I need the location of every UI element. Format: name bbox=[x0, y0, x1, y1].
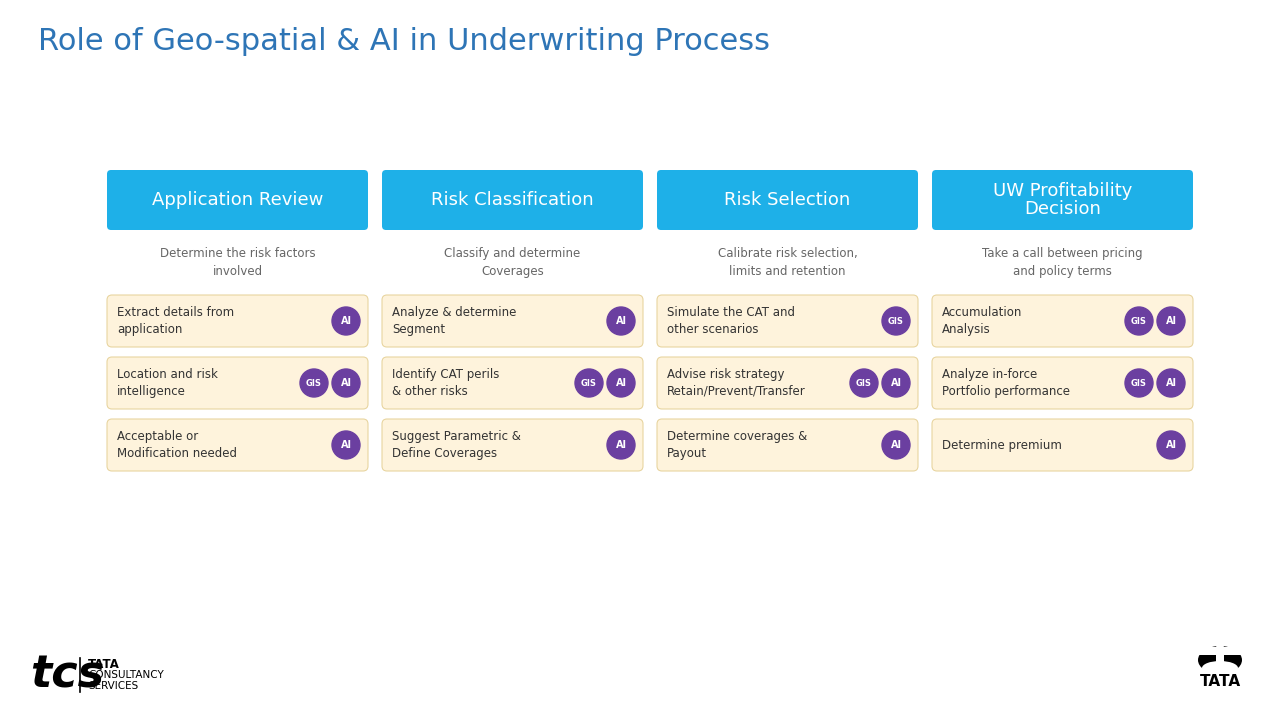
Text: Take a call between pricing
and policy terms: Take a call between pricing and policy t… bbox=[982, 247, 1143, 278]
FancyBboxPatch shape bbox=[108, 419, 369, 471]
Text: Risk Selection: Risk Selection bbox=[724, 191, 851, 209]
FancyBboxPatch shape bbox=[1216, 646, 1224, 672]
FancyBboxPatch shape bbox=[932, 170, 1193, 230]
Circle shape bbox=[1125, 307, 1153, 335]
Text: CONSULTANCY: CONSULTANCY bbox=[88, 670, 164, 680]
Ellipse shape bbox=[1198, 646, 1242, 674]
Text: Role of Geo-spatial & AI in Underwriting Process: Role of Geo-spatial & AI in Underwriting… bbox=[38, 27, 771, 56]
Text: GIS: GIS bbox=[856, 379, 872, 387]
Circle shape bbox=[332, 369, 360, 397]
Circle shape bbox=[1157, 431, 1185, 459]
Text: AI: AI bbox=[891, 378, 901, 388]
Text: AI: AI bbox=[340, 316, 352, 326]
Text: AI: AI bbox=[340, 378, 352, 388]
Text: GIS: GIS bbox=[306, 379, 323, 387]
Circle shape bbox=[1157, 307, 1185, 335]
Ellipse shape bbox=[1202, 661, 1238, 675]
Text: Analyze & determine
Segment: Analyze & determine Segment bbox=[392, 306, 516, 336]
Text: SERVICES: SERVICES bbox=[88, 681, 138, 691]
FancyBboxPatch shape bbox=[108, 357, 369, 409]
Text: Decision: Decision bbox=[1024, 200, 1101, 218]
Circle shape bbox=[882, 307, 910, 335]
Text: Determine coverages &
Payout: Determine coverages & Payout bbox=[667, 431, 808, 460]
FancyBboxPatch shape bbox=[381, 419, 643, 471]
Text: Classify and determine
Coverages: Classify and determine Coverages bbox=[444, 247, 581, 278]
FancyBboxPatch shape bbox=[657, 419, 918, 471]
Text: AI: AI bbox=[340, 440, 352, 450]
Text: Identify CAT perils
& other risks: Identify CAT perils & other risks bbox=[392, 368, 499, 397]
Text: Analyze in-force
Portfolio performance: Analyze in-force Portfolio performance bbox=[942, 368, 1070, 397]
Text: AI: AI bbox=[616, 316, 626, 326]
Text: Acceptable or
Modification needed: Acceptable or Modification needed bbox=[116, 431, 237, 460]
Circle shape bbox=[575, 369, 603, 397]
Text: AI: AI bbox=[1166, 378, 1176, 388]
Text: AI: AI bbox=[1166, 440, 1176, 450]
Circle shape bbox=[882, 369, 910, 397]
Text: Determine the risk factors
involved: Determine the risk factors involved bbox=[160, 247, 315, 278]
Text: Suggest Parametric &
Define Coverages: Suggest Parametric & Define Coverages bbox=[392, 431, 521, 460]
FancyBboxPatch shape bbox=[657, 170, 918, 230]
Text: Risk Classification: Risk Classification bbox=[431, 191, 594, 209]
Circle shape bbox=[850, 369, 878, 397]
Circle shape bbox=[300, 369, 328, 397]
Text: Location and risk
intelligence: Location and risk intelligence bbox=[116, 368, 218, 397]
Text: UW Profitability: UW Profitability bbox=[993, 182, 1133, 200]
FancyBboxPatch shape bbox=[381, 170, 643, 230]
FancyBboxPatch shape bbox=[1198, 647, 1242, 655]
Circle shape bbox=[607, 307, 635, 335]
Text: AI: AI bbox=[1166, 316, 1176, 326]
Text: GIS: GIS bbox=[888, 317, 904, 325]
Circle shape bbox=[1157, 369, 1185, 397]
Text: GIS: GIS bbox=[581, 379, 596, 387]
Circle shape bbox=[607, 369, 635, 397]
Circle shape bbox=[882, 431, 910, 459]
Circle shape bbox=[332, 431, 360, 459]
FancyBboxPatch shape bbox=[381, 357, 643, 409]
Text: GIS: GIS bbox=[1132, 379, 1147, 387]
Text: AI: AI bbox=[616, 440, 626, 450]
FancyBboxPatch shape bbox=[932, 419, 1193, 471]
Text: Simulate the CAT and
other scenarios: Simulate the CAT and other scenarios bbox=[667, 306, 795, 336]
FancyBboxPatch shape bbox=[381, 295, 643, 347]
FancyBboxPatch shape bbox=[657, 295, 918, 347]
Circle shape bbox=[332, 307, 360, 335]
Text: Accumulation
Analysis: Accumulation Analysis bbox=[942, 306, 1023, 336]
FancyBboxPatch shape bbox=[108, 170, 369, 230]
Circle shape bbox=[1125, 369, 1153, 397]
Text: Calibrate risk selection,
limits and retention: Calibrate risk selection, limits and ret… bbox=[718, 247, 858, 278]
Text: GIS: GIS bbox=[1132, 317, 1147, 325]
FancyBboxPatch shape bbox=[932, 357, 1193, 409]
FancyBboxPatch shape bbox=[108, 295, 369, 347]
Text: Advise risk strategy
Retain/Prevent/Transfer: Advise risk strategy Retain/Prevent/Tran… bbox=[667, 368, 805, 397]
Text: TATA: TATA bbox=[88, 657, 120, 670]
Text: TATA: TATA bbox=[1199, 675, 1240, 690]
FancyBboxPatch shape bbox=[932, 295, 1193, 347]
Text: AI: AI bbox=[616, 378, 626, 388]
Text: Determine premium: Determine premium bbox=[942, 438, 1062, 451]
Text: tcs: tcs bbox=[29, 654, 104, 696]
Circle shape bbox=[607, 431, 635, 459]
Text: Application Review: Application Review bbox=[152, 191, 323, 209]
Text: Extract details from
application: Extract details from application bbox=[116, 306, 234, 336]
Text: AI: AI bbox=[891, 440, 901, 450]
FancyBboxPatch shape bbox=[657, 357, 918, 409]
